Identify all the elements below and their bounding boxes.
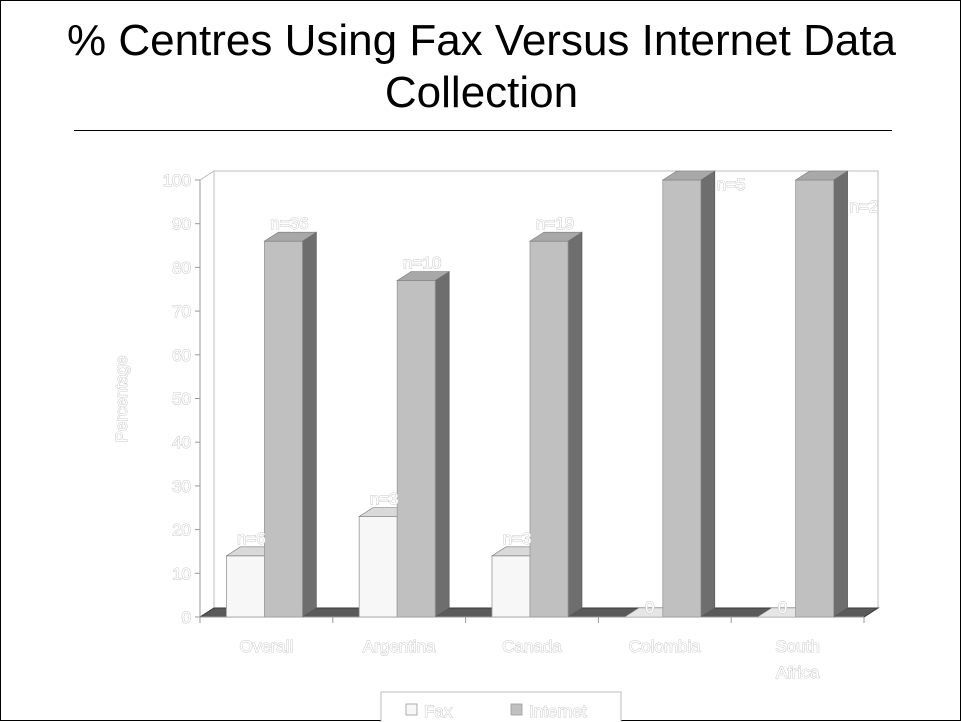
bar-internet-3 bbox=[662, 179, 702, 618]
bar-side-1-1 bbox=[434, 270, 450, 618]
bar-top-1-0 bbox=[263, 231, 318, 242]
y-tick-label: 30 bbox=[172, 477, 191, 496]
data-label-fax-0: n=6 bbox=[237, 529, 266, 548]
bar-fax-1 bbox=[358, 516, 398, 618]
y-tick-label: 20 bbox=[172, 521, 191, 540]
side-wall bbox=[199, 170, 215, 618]
bar-top-1-4 bbox=[794, 170, 849, 181]
x-tick-label-line: South bbox=[775, 637, 819, 656]
data-label-fax-3: 0 bbox=[645, 598, 654, 617]
y-axis-title: Percentage bbox=[112, 356, 131, 443]
bar-internet-1 bbox=[396, 280, 436, 618]
legend-swatch-fax bbox=[405, 703, 418, 716]
legend-swatch-internet bbox=[510, 703, 523, 716]
legend-box bbox=[380, 691, 622, 722]
y-tick-label: 50 bbox=[172, 390, 191, 409]
bar-side-1-2 bbox=[567, 231, 583, 618]
y-tick-label: 100 bbox=[163, 171, 191, 190]
data-label-fax-2: n=3 bbox=[503, 529, 532, 548]
bar-top-1-2 bbox=[528, 231, 584, 242]
y-tick-label: 90 bbox=[172, 215, 191, 234]
y-tick-label: 70 bbox=[172, 302, 191, 321]
data-label-fax-1: n=3 bbox=[370, 489, 399, 508]
title-divider bbox=[74, 130, 892, 131]
y-tick-label: 0 bbox=[182, 608, 191, 627]
data-label-internet-1: n=10 bbox=[403, 254, 441, 273]
bar-internet-0 bbox=[263, 240, 303, 618]
x-tick-label-line: Overall bbox=[239, 637, 293, 656]
x-tick-label-line: Africa bbox=[776, 663, 820, 682]
x-tick-label-4: South Africa bbox=[775, 637, 819, 682]
legend-label-internet: Internet bbox=[529, 702, 587, 721]
bar-top-1-1 bbox=[396, 271, 451, 281]
y-tick-label: 40 bbox=[172, 433, 191, 452]
legend-label-fax: Fax bbox=[424, 702, 453, 721]
bar-side-1-4 bbox=[833, 170, 848, 618]
x-tick-label-0: Overall bbox=[239, 637, 293, 656]
x-tick-label-line: Argentina bbox=[363, 637, 436, 656]
x-tick-label-3: Colombia bbox=[629, 637, 701, 656]
y-tick-label: 80 bbox=[172, 258, 191, 277]
bar-side-1-0 bbox=[302, 231, 317, 618]
bar-top-1-3 bbox=[661, 170, 716, 181]
data-label-internet-0: n=36 bbox=[270, 214, 308, 233]
bar-internet-4 bbox=[795, 179, 834, 618]
data-label-internet-4: n=2 bbox=[850, 197, 879, 216]
x-tick-label-line: Canada bbox=[502, 637, 562, 656]
data-label-fax-4: 0 bbox=[778, 598, 787, 617]
y-tick-label: 60 bbox=[172, 346, 191, 365]
x-tick-label-2: Canada bbox=[502, 637, 562, 656]
bar-internet-2 bbox=[529, 240, 569, 618]
bar-side-1-3 bbox=[700, 170, 716, 618]
x-tick-label-line: Colombia bbox=[629, 637, 701, 656]
bar-fax-2 bbox=[491, 555, 531, 618]
x-tick-label-1: Argentina bbox=[363, 637, 436, 656]
data-label-internet-3: n=5 bbox=[717, 175, 746, 194]
bar-fax-0 bbox=[225, 555, 265, 618]
slide-title: % Centres Using Fax Versus Internet Data… bbox=[66, 16, 897, 117]
y-tick-label: 10 bbox=[172, 564, 191, 583]
data-label-internet-2: n=19 bbox=[536, 214, 574, 233]
